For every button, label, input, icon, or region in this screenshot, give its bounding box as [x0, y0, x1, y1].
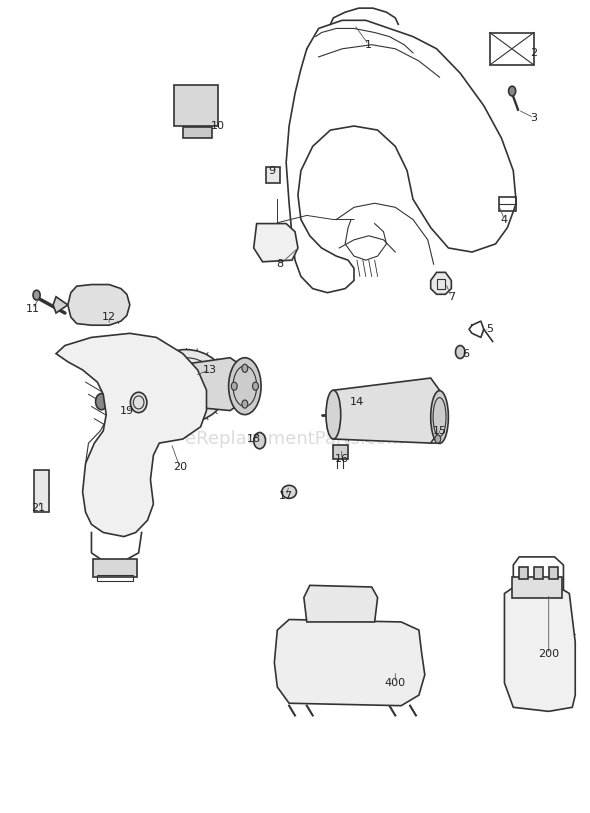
- Polygon shape: [145, 358, 248, 411]
- Text: 18: 18: [247, 434, 261, 444]
- Bar: [437, 279, 445, 289]
- Bar: [549, 567, 558, 579]
- Text: 15: 15: [432, 426, 447, 436]
- Ellipse shape: [282, 485, 297, 498]
- Bar: [490, 33, 534, 65]
- Bar: [97, 575, 133, 581]
- Polygon shape: [504, 581, 575, 711]
- Text: eReplacementParts.com: eReplacementParts.com: [185, 430, 405, 448]
- Text: 200: 200: [538, 650, 559, 659]
- Text: 5: 5: [486, 324, 493, 334]
- Bar: [183, 127, 212, 138]
- Circle shape: [33, 290, 40, 300]
- Text: 16: 16: [335, 454, 349, 464]
- Polygon shape: [431, 272, 451, 294]
- Ellipse shape: [431, 390, 448, 444]
- Text: 21: 21: [31, 503, 45, 513]
- Text: 7: 7: [448, 292, 455, 302]
- Polygon shape: [53, 297, 68, 313]
- Text: 9: 9: [268, 166, 275, 176]
- Polygon shape: [68, 285, 130, 325]
- Text: 13: 13: [202, 365, 217, 375]
- Bar: [499, 197, 516, 211]
- Ellipse shape: [229, 358, 261, 415]
- Polygon shape: [333, 378, 440, 443]
- Text: 17: 17: [279, 491, 293, 501]
- Bar: [512, 577, 562, 598]
- Circle shape: [509, 86, 516, 96]
- Text: 10: 10: [211, 121, 225, 131]
- Circle shape: [231, 382, 237, 390]
- Polygon shape: [56, 333, 206, 537]
- Circle shape: [435, 435, 441, 443]
- Ellipse shape: [130, 392, 147, 413]
- Text: 19: 19: [120, 406, 134, 415]
- Text: 400: 400: [385, 678, 406, 688]
- Polygon shape: [274, 620, 425, 706]
- Bar: [266, 167, 280, 183]
- Bar: [93, 559, 137, 577]
- Polygon shape: [254, 224, 298, 262]
- Bar: [519, 567, 528, 579]
- Text: 3: 3: [530, 113, 537, 123]
- Text: 12: 12: [102, 312, 116, 322]
- Text: 11: 11: [25, 304, 40, 314]
- Bar: [534, 567, 543, 579]
- Bar: [333, 445, 348, 459]
- Text: 4: 4: [501, 215, 508, 224]
- Circle shape: [242, 400, 248, 408]
- Text: 14: 14: [350, 398, 364, 407]
- Text: 1: 1: [365, 40, 372, 50]
- Text: 2: 2: [530, 48, 537, 58]
- Bar: [34, 470, 49, 512]
- Bar: [174, 85, 218, 126]
- Ellipse shape: [145, 350, 227, 423]
- Circle shape: [242, 364, 248, 372]
- Text: 8: 8: [277, 259, 284, 269]
- Ellipse shape: [326, 390, 340, 439]
- Circle shape: [455, 346, 465, 359]
- Circle shape: [96, 393, 107, 410]
- Polygon shape: [304, 585, 378, 622]
- Circle shape: [254, 433, 266, 449]
- Circle shape: [253, 382, 258, 390]
- Text: 6: 6: [463, 349, 470, 359]
- Text: 20: 20: [173, 463, 187, 472]
